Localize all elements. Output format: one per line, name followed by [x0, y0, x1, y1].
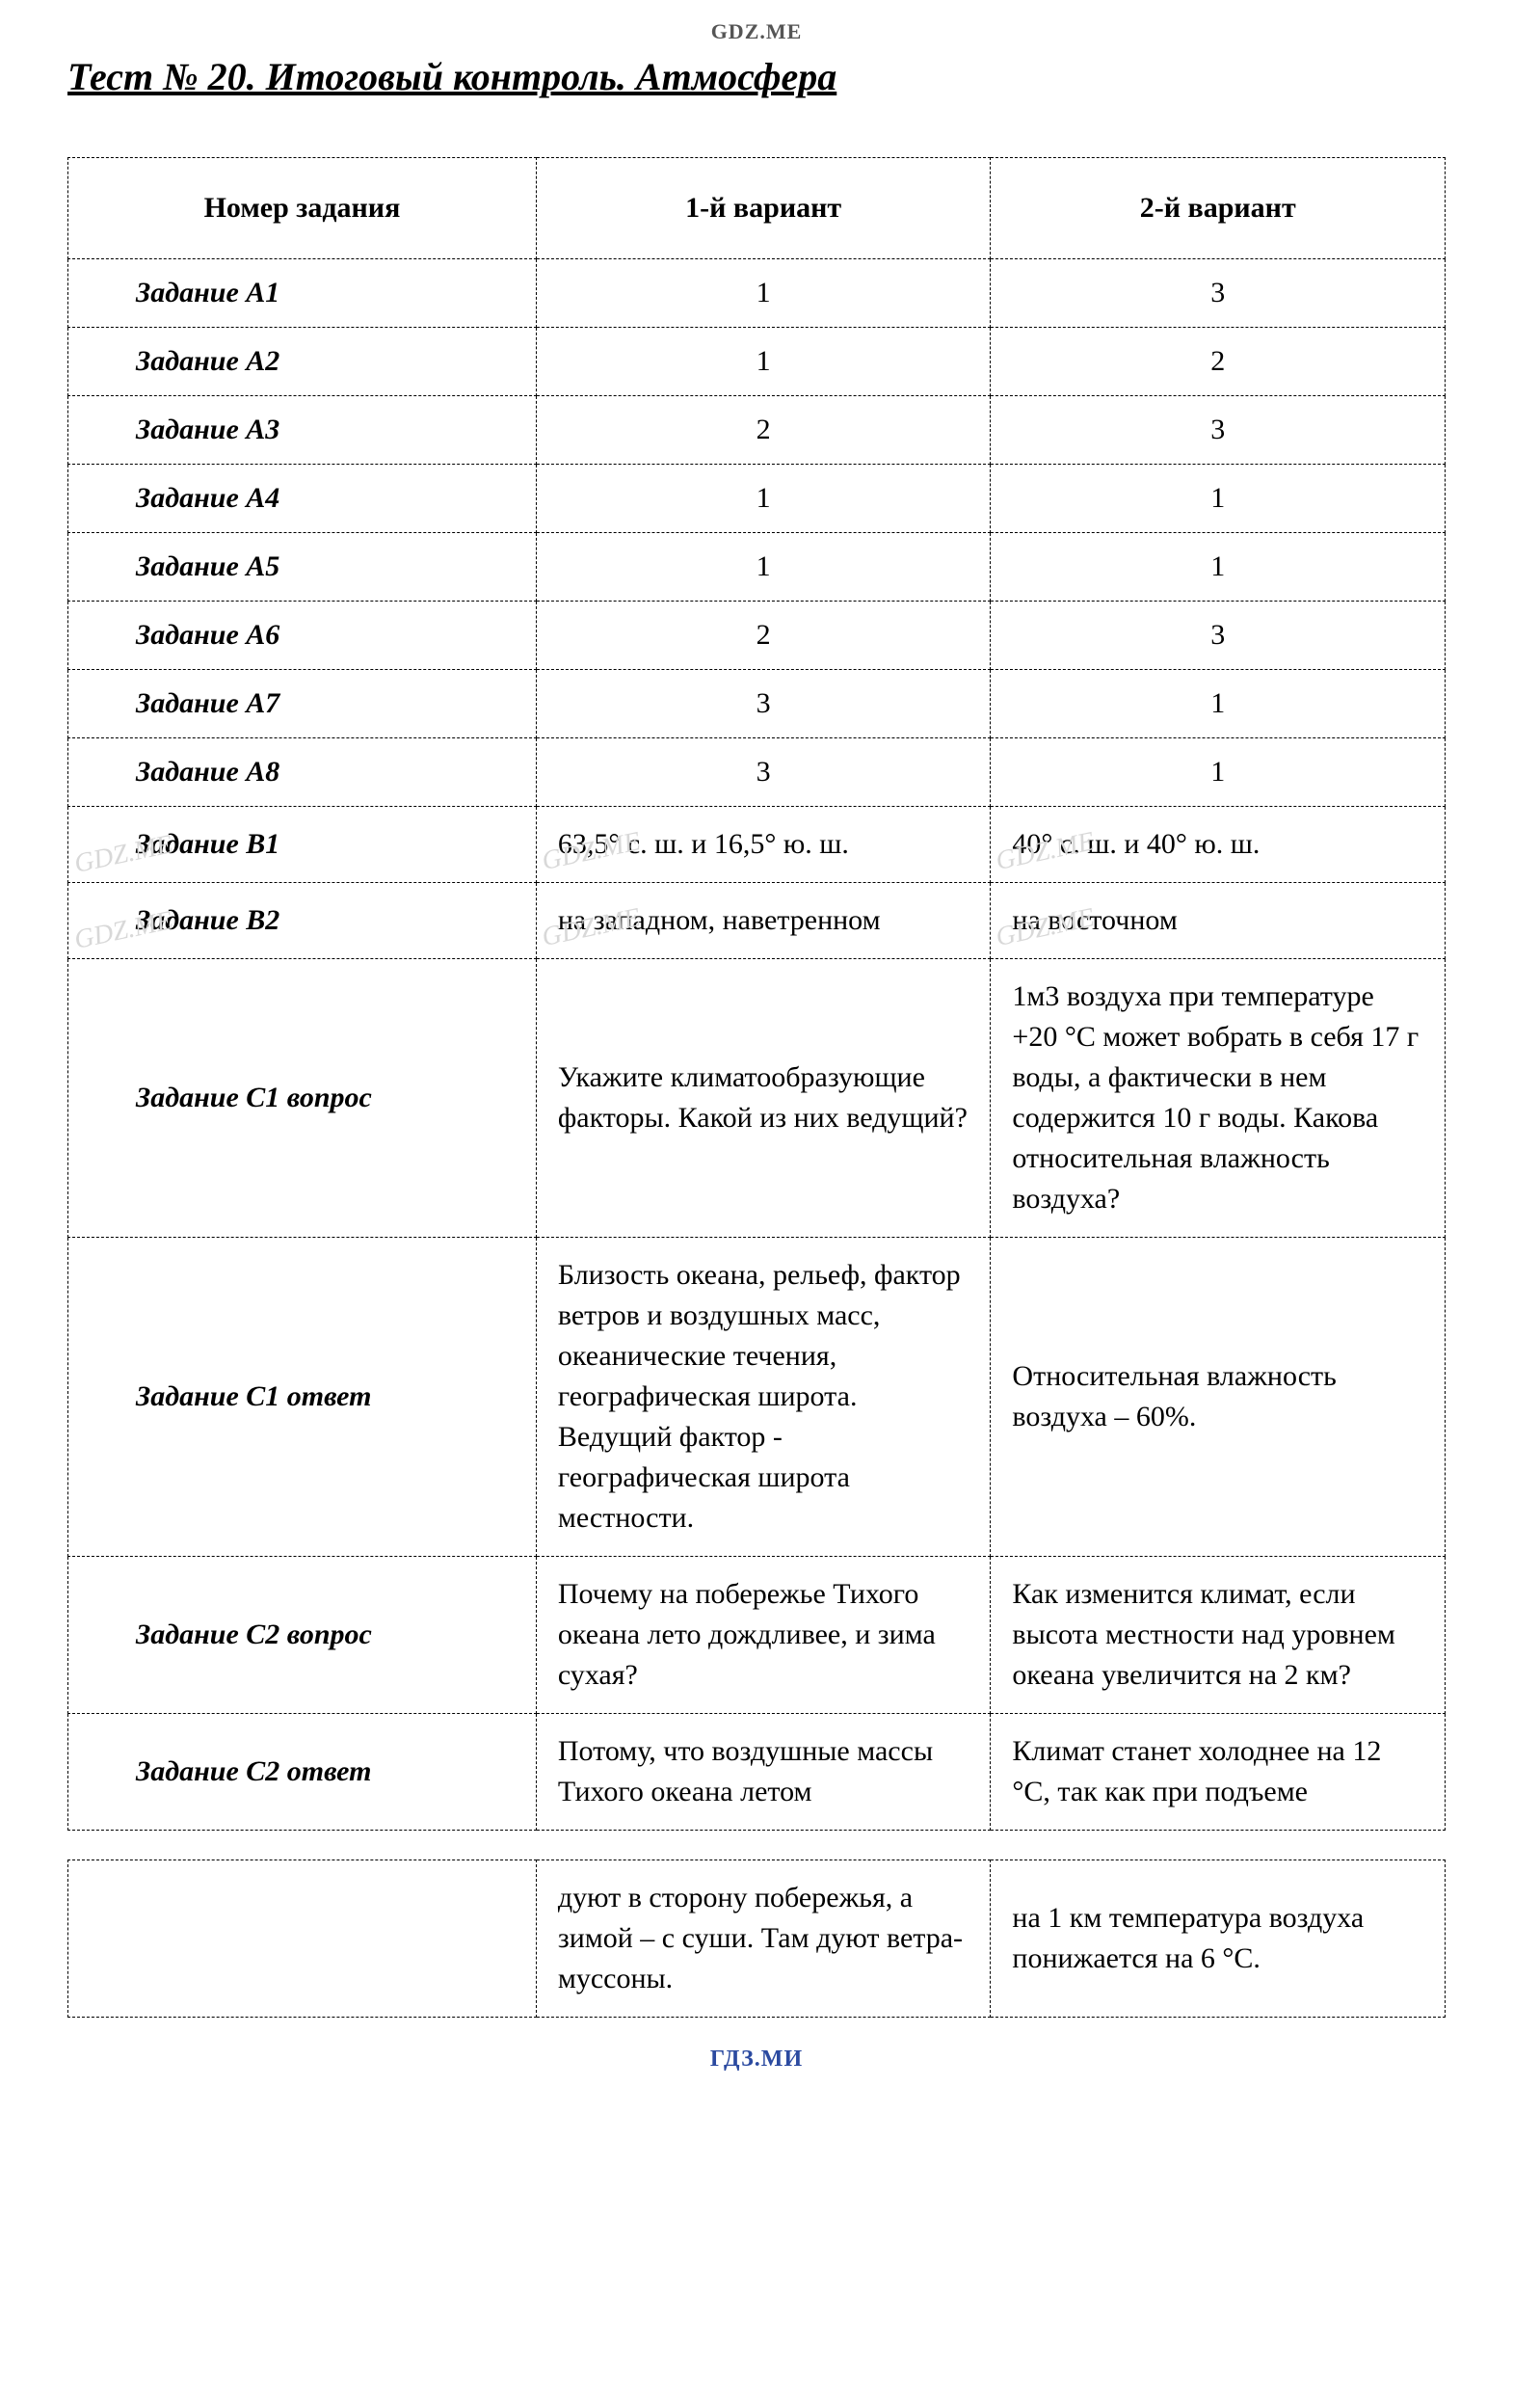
column-header-task: Номер задания [68, 158, 537, 259]
table-row: Задание A831 [68, 738, 1446, 807]
variant-1-cell: Близость океана, рельеф, фактор ветров и… [536, 1238, 991, 1557]
table-row: Задание A623 [68, 602, 1446, 670]
task-label-cell: Задание B2 [68, 883, 537, 959]
variant-1-cell: Почему на побережье Тихого океана лето д… [536, 1557, 991, 1714]
variant-2-cell: 1м3 воздуха при температуре +20 °C может… [991, 959, 1446, 1238]
task-label-cell: Задание C1 ответ [68, 1238, 537, 1557]
variant-2-cell: 1 [991, 670, 1446, 738]
task-label-cell: Задание A7 [68, 670, 537, 738]
column-header-variant-1: 1-й вариант [536, 158, 991, 259]
table-row: дуют в сторону побережья, а зимой – с су… [68, 1860, 1446, 2018]
task-label-cell: Задание A4 [68, 465, 537, 533]
variant-1-cell: 2 [536, 602, 991, 670]
answer-table-main: Номер задания 1-й вариант 2-й вариант За… [67, 157, 1446, 1831]
table-row: Задание C1 вопросУкажите климатообразующ… [68, 959, 1446, 1238]
table-row: Задание C2 вопросПочему на побережье Тих… [68, 1557, 1446, 1714]
table-row: Задание A511 [68, 533, 1446, 602]
variant-2-cell: 3 [991, 396, 1446, 465]
variant-2-cell: на 1 км температура воздуха понижается н… [991, 1860, 1446, 2018]
variant-1-cell: дуют в сторону побережья, а зимой – с су… [536, 1860, 991, 2018]
column-header-variant-2: 2-й вариант [991, 158, 1446, 259]
task-label-cell: Задание A6 [68, 602, 537, 670]
task-label-cell: Задание C2 вопрос [68, 1557, 537, 1714]
page-title: Тест № 20. Итоговый контроль. Атмосфера [67, 54, 1446, 99]
table-row: Задание A731 [68, 670, 1446, 738]
answer-table-continuation: дуют в сторону побережья, а зимой – с су… [67, 1860, 1446, 2018]
variant-1-cell: 63,5° с. ш. и 16,5° ю. ш. [536, 807, 991, 883]
table-row: Задание C1 ответБлизость океана, рельеф,… [68, 1238, 1446, 1557]
variant-2-cell: 3 [991, 259, 1446, 328]
task-label-cell [68, 1860, 537, 2018]
table-row: Задание A113 [68, 259, 1446, 328]
variant-2-cell: Относительная влажность воздуха – 60%. [991, 1238, 1446, 1557]
variant-2-cell: Как изменится климат, если высота местно… [991, 1557, 1446, 1714]
task-label-cell: Задание C1 вопрос [68, 959, 537, 1238]
table-row: Задание B163,5° с. ш. и 16,5° ю. ш.40° с… [68, 807, 1446, 883]
task-label-cell: Задание A3 [68, 396, 537, 465]
task-label-cell: Задание B1 [68, 807, 537, 883]
variant-1-cell: 1 [536, 328, 991, 396]
task-label-cell: Задание A2 [68, 328, 537, 396]
variant-1-cell: Укажите климатообразующие факторы. Какой… [536, 959, 991, 1238]
variant-1-cell: на западном, наветренном [536, 883, 991, 959]
table-row: Задание A323 [68, 396, 1446, 465]
variant-2-cell: 40° с. ш. и 40° ю. ш. [991, 807, 1446, 883]
variant-1-cell: 3 [536, 738, 991, 807]
table-row: Задание A411 [68, 465, 1446, 533]
variant-2-cell: 3 [991, 602, 1446, 670]
task-label-cell: Задание A5 [68, 533, 537, 602]
table-row: Задание B2на западном, наветренномна вос… [68, 883, 1446, 959]
variant-2-cell: 1 [991, 465, 1446, 533]
variant-1-cell: 1 [536, 465, 991, 533]
variant-2-cell: Климат станет холоднее на 12 °C, так как… [991, 1714, 1446, 1831]
variant-2-cell: 1 [991, 533, 1446, 602]
variant-1-cell: 3 [536, 670, 991, 738]
task-label-cell: Задание A1 [68, 259, 537, 328]
variant-1-cell: Потому, что воздушные массы Тихого океан… [536, 1714, 991, 1831]
variant-2-cell: 2 [991, 328, 1446, 396]
variant-1-cell: 2 [536, 396, 991, 465]
task-label-cell: Задание C2 ответ [68, 1714, 537, 1831]
variant-2-cell: на восточном [991, 883, 1446, 959]
table-header-row: Номер задания 1-й вариант 2-й вариант [68, 158, 1446, 259]
variant-1-cell: 1 [536, 259, 991, 328]
watermark-bottom: ГДЗ.МИ [67, 2047, 1446, 2073]
variant-1-cell: 1 [536, 533, 991, 602]
variant-2-cell: 1 [991, 738, 1446, 807]
table-row: Задание C2 ответПотому, что воздушные ма… [68, 1714, 1446, 1831]
watermark-top: GDZ.ME [67, 19, 1446, 44]
table-row: Задание A212 [68, 328, 1446, 396]
task-label-cell: Задание A8 [68, 738, 537, 807]
